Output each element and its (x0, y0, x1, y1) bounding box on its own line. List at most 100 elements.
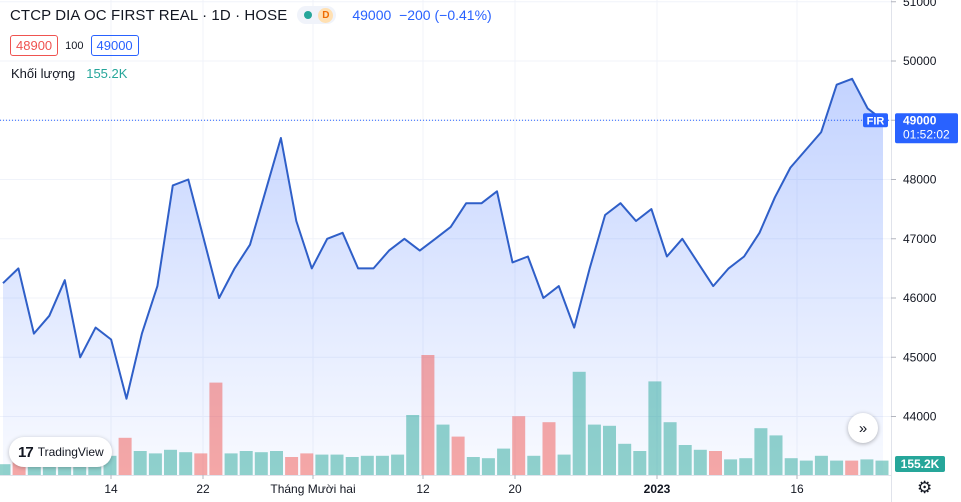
price-tag-box (895, 113, 958, 144)
price-area-fill (3, 78, 883, 476)
volume-bar (179, 452, 193, 475)
volume-bar (814, 455, 828, 475)
price-axis-label: 46000 (903, 291, 937, 305)
spread-value: 100 (65, 39, 84, 52)
volume-bar (724, 459, 738, 475)
price-axis-label: 44000 (903, 410, 937, 424)
last-price: 49000 (352, 7, 392, 23)
volume-bar (451, 436, 465, 475)
volume-bar (421, 355, 435, 475)
volume-bar (360, 455, 374, 475)
scroll-to-realtime-button[interactable]: » (848, 413, 878, 443)
settings-button[interactable]: ⚙ (917, 478, 932, 498)
volume-bar (557, 454, 571, 475)
volume-bar (375, 455, 389, 475)
price-axis-label: 51000 (903, 0, 937, 9)
volume-bar (633, 451, 647, 475)
chart-legend: CTCP DIA OC FIRST REAL · 1D · HOSE D 490… (10, 6, 492, 24)
volume-label: Khối lượng (11, 66, 76, 81)
symbol-title[interactable]: CTCP DIA OC FIRST REAL · 1D · HOSE (10, 6, 288, 24)
time-axis-label: 14 (104, 482, 118, 496)
volume-bar (254, 452, 268, 475)
price-change-readout: 49000 −200 (−0.41%) (352, 7, 491, 23)
price-axis-label: 48000 (903, 173, 937, 187)
time-axis-label: Tháng Mười hai (270, 482, 355, 496)
volume-bar (239, 451, 253, 475)
volume-bar (164, 449, 177, 475)
volume-bar (542, 422, 556, 475)
bid-ask-row: 48900 100 49000 (10, 35, 139, 56)
volume-bar (587, 424, 601, 475)
volume-bar (784, 458, 798, 475)
time-axis-label: 16 (790, 482, 804, 496)
volume-bar (406, 415, 420, 475)
volume-bar (345, 457, 359, 475)
volume-bar (300, 453, 314, 475)
volume-bar (118, 437, 132, 475)
volume-bar (315, 454, 329, 475)
volume-bar (527, 455, 541, 475)
volume-bar (618, 443, 632, 475)
price-axis-label: 50000 (903, 54, 937, 68)
volume-bar (769, 435, 783, 475)
volume-bar (497, 448, 511, 475)
volume-bar (512, 416, 526, 475)
volume-bar (572, 371, 586, 475)
price-change: −200 (−0.41%) (399, 7, 492, 23)
ask-price-box[interactable]: 49000 (90, 35, 139, 56)
data-delay-icon: D (318, 7, 334, 23)
volume-bar (603, 425, 616, 475)
volume-bar (663, 422, 677, 475)
volume-bar (481, 458, 495, 475)
volume-bar (194, 453, 208, 475)
price-tag-countdown: 01:52:02 (903, 127, 950, 141)
price-axis-label: 47000 (903, 232, 937, 246)
double-chevron-right-icon: » (858, 419, 868, 437)
symbol-tag-box (863, 113, 888, 128)
volume-bar (799, 460, 813, 475)
volume-bar (709, 451, 722, 475)
volume-tag-box (895, 456, 945, 472)
volume-bar (693, 449, 707, 475)
tradingview-mark-icon: 17 (18, 443, 34, 461)
time-axis-label: 2023 (644, 482, 671, 496)
gear-icon: ⚙ (917, 478, 933, 497)
volume-bar (860, 459, 874, 475)
market-status-badge[interactable]: D (297, 6, 337, 24)
volume-bar (285, 457, 299, 475)
market-open-dot-icon (304, 11, 313, 19)
volume-bar (648, 381, 662, 475)
tradingview-wordmark: TradingView (37, 445, 104, 459)
tradingview-logo[interactable]: 17 TradingView (9, 437, 112, 467)
volume-bar (845, 460, 859, 475)
volume-bar (270, 451, 283, 475)
volume-bar (739, 458, 753, 475)
time-axis-label: 22 (196, 482, 210, 496)
volume-bar (148, 453, 162, 475)
volume-bar (830, 460, 844, 475)
volume-bar (875, 460, 889, 475)
volume-bar (133, 451, 147, 475)
volume-tag-value: 155.2K (901, 457, 940, 471)
volume-value: 155.2K (86, 66, 128, 81)
volume-bar (754, 428, 768, 475)
time-axis-label: 12 (416, 482, 430, 496)
volume-bar (209, 382, 223, 475)
volume-bar (330, 454, 344, 475)
volume-bar (436, 424, 450, 475)
price-line (2, 77, 884, 400)
volume-legend[interactable]: Khối lượng 155.2K (11, 66, 127, 81)
time-axis-label: 20 (508, 482, 522, 496)
symbol-tag-label: FIR (867, 115, 885, 127)
volume-tag[interactable]: 155.2K (895, 456, 945, 472)
bid-price-box[interactable]: 48900 (10, 35, 59, 56)
price-tag-value: 49000 (903, 113, 937, 127)
volume-bar (391, 454, 405, 475)
volume-bar (0, 464, 11, 475)
volume-bar (224, 453, 238, 475)
price-axis-label: 45000 (903, 350, 937, 364)
volume-bar (466, 457, 480, 475)
volume-bar (678, 445, 692, 475)
